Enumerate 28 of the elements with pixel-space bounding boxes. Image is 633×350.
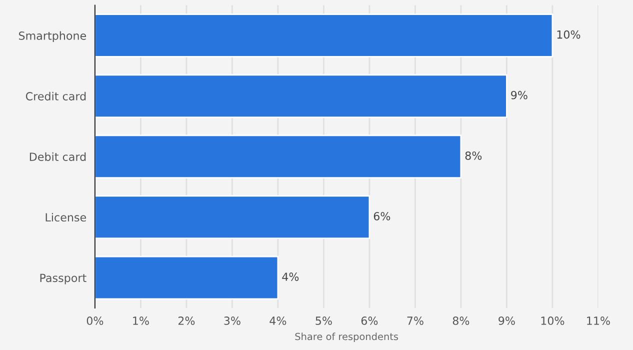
y-tick-label: Passport xyxy=(40,274,86,284)
data-label: 8% xyxy=(465,151,482,160)
x-tick-label: 10% xyxy=(541,316,564,325)
y-tick-label: License xyxy=(46,212,86,222)
x-tick-label: 11% xyxy=(587,316,610,325)
y-tick-label: Smartphone xyxy=(18,31,86,42)
x-tick-label: 1% xyxy=(133,316,149,325)
bar xyxy=(94,74,508,118)
x-tick-label: 4% xyxy=(270,316,286,325)
data-label: 6% xyxy=(374,212,390,220)
data-label: 4% xyxy=(282,272,299,281)
bar xyxy=(94,256,279,300)
x-tick-label: 2% xyxy=(178,316,195,325)
y-tick-label: Credit card xyxy=(26,92,86,100)
x-axis-title: Share of respondents xyxy=(295,332,398,342)
x-tick-label: 5% xyxy=(316,316,332,325)
data-label: 9% xyxy=(511,90,528,100)
x-tick-label: 9% xyxy=(498,316,515,325)
bar xyxy=(94,14,554,58)
y-tick-label: Debit card xyxy=(30,152,86,162)
x-tick-label: 6% xyxy=(361,316,378,325)
x-tick-label: 7% xyxy=(407,316,424,325)
x-tick-label: 0% xyxy=(86,316,104,325)
x-tick-label: 3% xyxy=(224,316,240,325)
bar xyxy=(94,195,370,240)
bar xyxy=(94,134,462,179)
x-tick-label: 8% xyxy=(452,316,470,325)
data-label: 10% xyxy=(557,30,580,39)
